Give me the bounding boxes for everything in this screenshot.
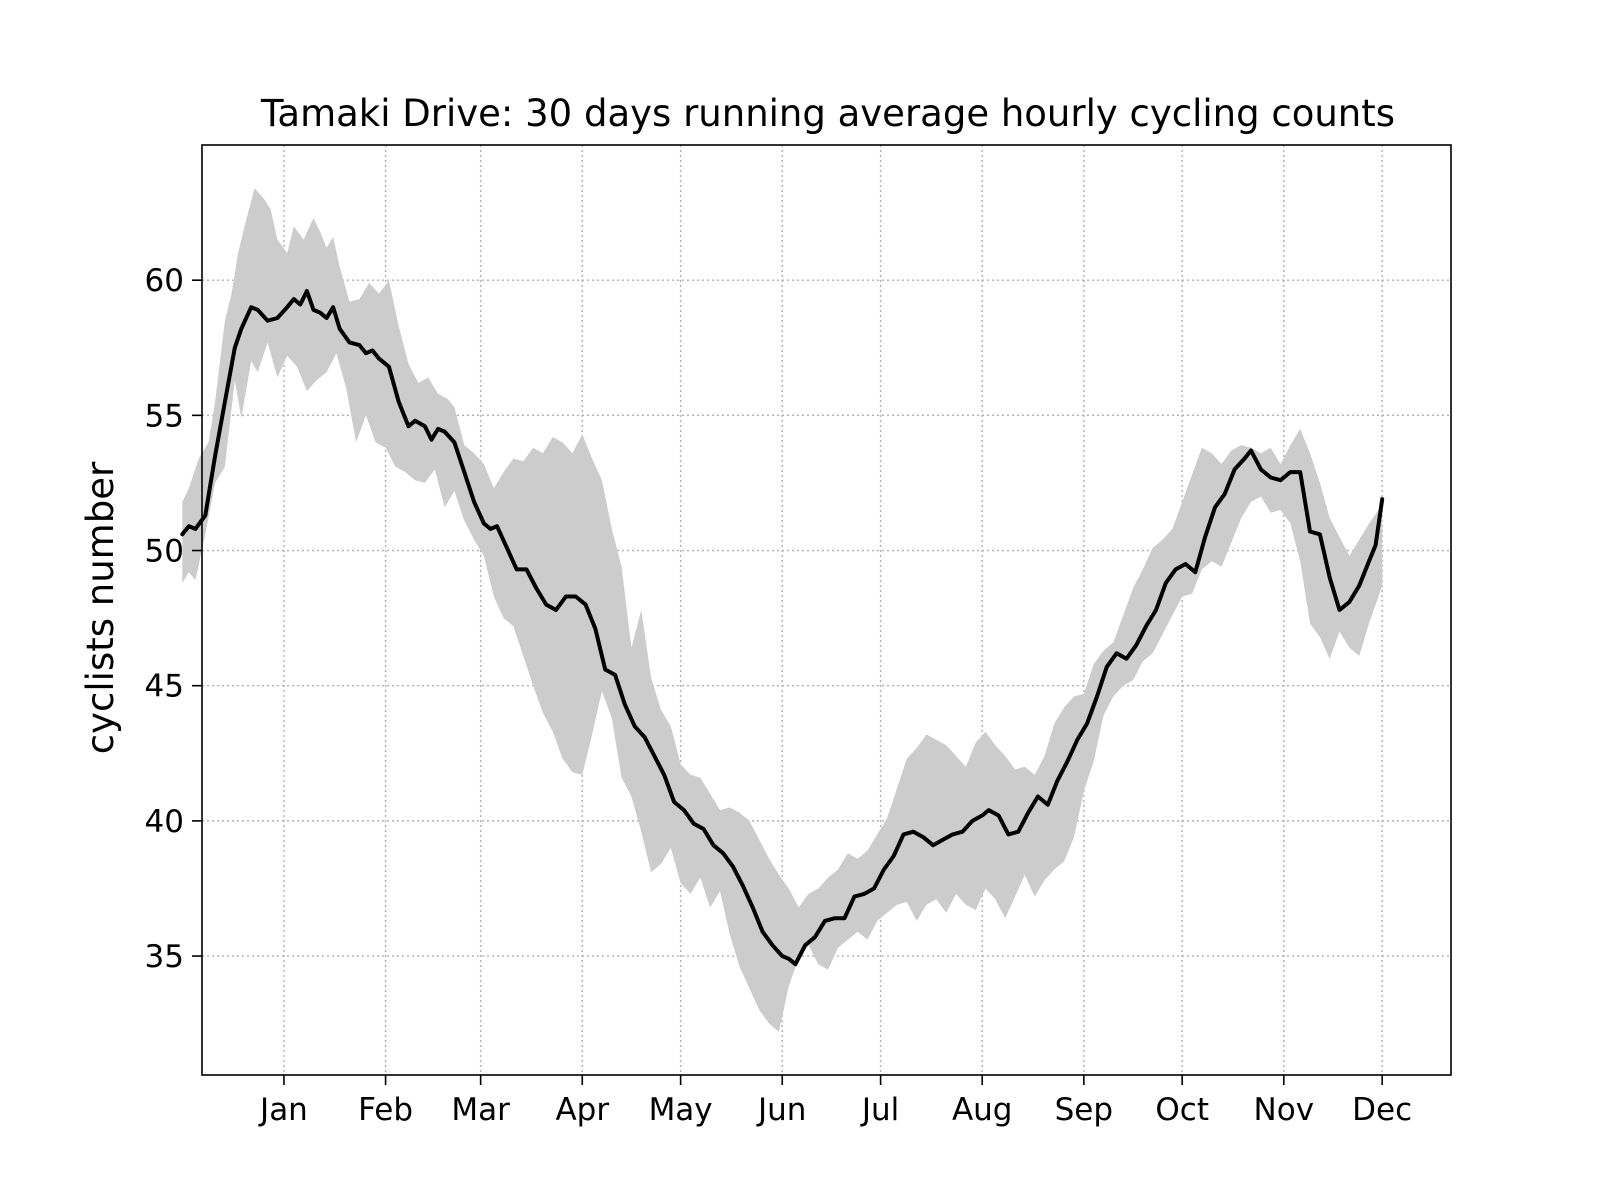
variability-band — [182, 188, 1383, 1032]
y-tick-label: 50 — [145, 534, 184, 570]
x-tick-label: Sep — [1055, 1092, 1113, 1128]
x-tick-label: Jun — [756, 1092, 806, 1128]
y-tick-label: 60 — [145, 263, 184, 299]
variability-band-layer — [182, 188, 1383, 1032]
y-tick-label: 35 — [145, 939, 184, 975]
x-tick-label: Apr — [555, 1092, 609, 1128]
x-tick-label: May — [649, 1092, 713, 1128]
y-tick-label: 40 — [145, 804, 184, 840]
chart-title: Tamaki Drive: 30 days running average ho… — [260, 92, 1395, 135]
plot-frame — [201, 144, 1452, 1076]
x-tick-label: Nov — [1254, 1092, 1315, 1128]
grid-lines — [202, 145, 1451, 1075]
x-tick-label: Dec — [1352, 1092, 1412, 1128]
running-average-line — [180, 289, 1385, 967]
x-tick-label: Jul — [860, 1092, 899, 1128]
x-tick-label: Jan — [258, 1092, 308, 1128]
y-axis-label: cyclists number — [79, 461, 122, 754]
x-tick-label: Feb — [358, 1092, 413, 1128]
y-tick-label: 45 — [145, 669, 184, 705]
mean-line-layer — [180, 289, 1385, 967]
axis-ticks: Jan Feb Mar Apr May Jun Jul Aug Sep Oct Nov Dec 35 40… — [145, 263, 1413, 1128]
x-tick-label: Aug — [952, 1092, 1013, 1128]
x-tick-label: Mar — [451, 1092, 510, 1128]
y-tick-label: 55 — [145, 398, 184, 434]
x-tick-label: Oct — [1155, 1092, 1209, 1128]
